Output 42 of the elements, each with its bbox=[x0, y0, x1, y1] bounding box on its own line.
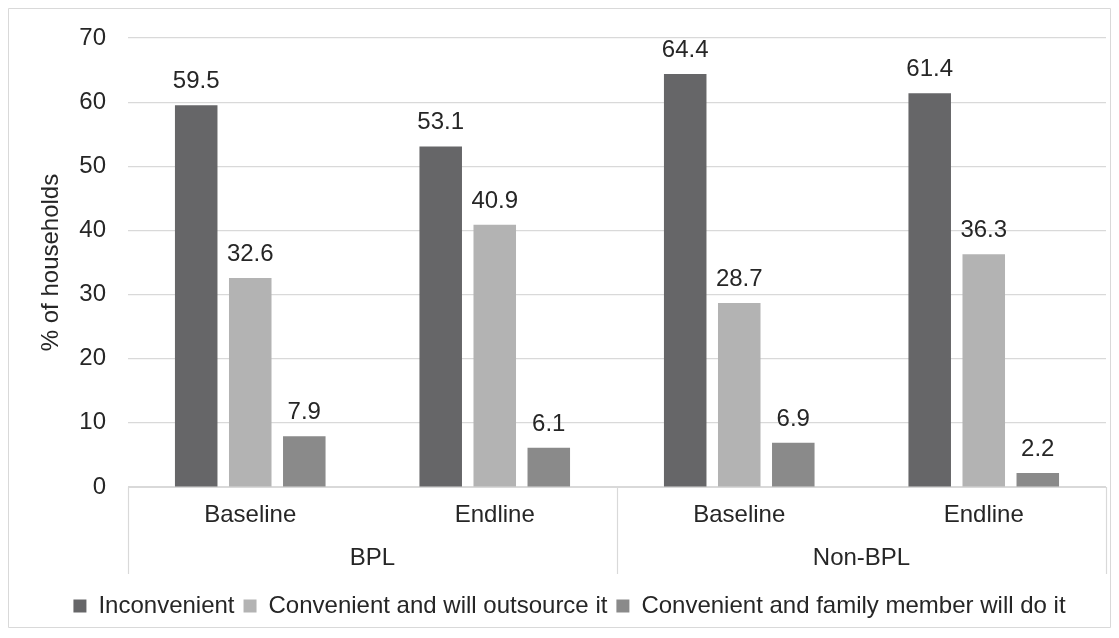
x-tick-label: Baseline bbox=[693, 500, 786, 528]
bar bbox=[228, 277, 272, 487]
data-label: 28.7 bbox=[715, 263, 763, 291]
y-axis-title: % of households bbox=[36, 173, 64, 352]
bar bbox=[1016, 472, 1060, 487]
x-tick-label: Endline bbox=[943, 500, 1024, 528]
text: BPL bbox=[349, 543, 396, 571]
bar bbox=[772, 442, 815, 487]
data-label: 6.1 bbox=[532, 408, 566, 436]
data-label: 61.4 bbox=[906, 54, 954, 82]
data-label: 2.2 bbox=[1021, 433, 1055, 461]
data-label: 64.4 bbox=[661, 34, 709, 62]
bar bbox=[174, 105, 218, 487]
y-tick-label: 20 bbox=[79, 343, 106, 371]
bar bbox=[962, 254, 1006, 487]
y-tick-label: 40 bbox=[79, 215, 106, 243]
bar bbox=[419, 146, 462, 487]
legend-label: Inconvenient bbox=[98, 590, 235, 618]
data-label: 6.9 bbox=[776, 403, 810, 431]
y-tick-label: 50 bbox=[79, 150, 106, 178]
y-tick-label: 70 bbox=[79, 22, 106, 50]
bar bbox=[908, 93, 951, 487]
y-tick-label: 10 bbox=[79, 407, 106, 435]
x-tick-label: Endline bbox=[454, 500, 535, 528]
bar bbox=[717, 302, 761, 487]
y-tick-label: 0 bbox=[92, 471, 106, 499]
data-label: 32.6 bbox=[226, 238, 274, 266]
data-label: 53.1 bbox=[417, 107, 465, 135]
legend-label: Convenient and will outsource it bbox=[268, 590, 608, 618]
legend-label: Convenient and family member will do it bbox=[641, 590, 1066, 618]
bar bbox=[663, 73, 707, 487]
text: Non-BPL bbox=[812, 543, 911, 571]
data-label: 36.3 bbox=[960, 215, 1008, 243]
x-tick-label: Baseline bbox=[204, 500, 297, 528]
data-label: 59.5 bbox=[172, 66, 220, 94]
data-label: 7.9 bbox=[287, 397, 321, 425]
data-label: 40.9 bbox=[471, 185, 519, 213]
bar bbox=[527, 447, 571, 487]
y-tick-label: 60 bbox=[79, 86, 106, 114]
bar bbox=[473, 224, 517, 487]
bar bbox=[283, 436, 326, 487]
y-tick-label: 30 bbox=[79, 279, 106, 307]
